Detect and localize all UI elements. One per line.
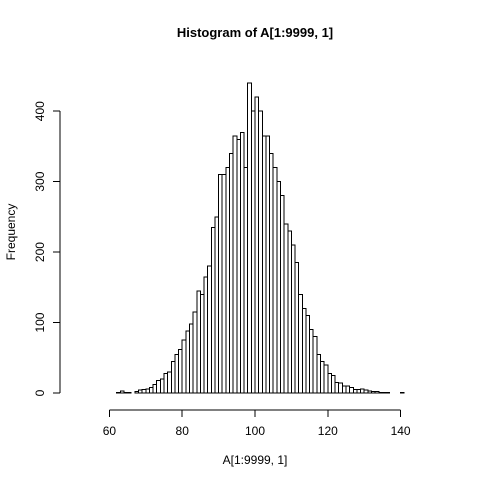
- histogram-bar: [360, 388, 365, 394]
- histogram-bar: [239, 131, 245, 394]
- histogram-bar: [225, 167, 231, 394]
- chart-title: Histogram of A[1:9999, 1]: [177, 25, 333, 40]
- histogram-bar: [203, 276, 209, 394]
- histogram-bar: [145, 388, 150, 394]
- y-axis-label: Frequency: [4, 204, 18, 261]
- histogram-bar: [123, 391, 129, 394]
- histogram-bar: [301, 307, 307, 394]
- histogram-bar: [163, 372, 169, 394]
- histogram-bar: [279, 195, 285, 394]
- histogram-bar: [218, 174, 223, 394]
- histogram-bar: [381, 391, 387, 394]
- histogram-bar: [338, 382, 343, 394]
- histogram-bar: [378, 391, 383, 394]
- histogram-bar: [247, 82, 252, 394]
- histogram-bar: [232, 135, 238, 394]
- histogram-bar: [254, 96, 260, 394]
- histogram-bar: [352, 388, 358, 394]
- histogram-bar: [323, 364, 329, 394]
- histogram-bar: [327, 372, 332, 394]
- histogram-bar: [320, 360, 325, 394]
- histogram-bar: [236, 138, 241, 394]
- histogram-bar: [385, 391, 391, 394]
- histogram-bar: [341, 385, 347, 394]
- histogram-bar: [221, 174, 227, 394]
- x-tick-label: 100: [245, 424, 265, 438]
- histogram-bar: [170, 360, 176, 394]
- histogram-bar: [312, 336, 318, 394]
- x-axis: 60 80 100 120 140: [103, 409, 411, 438]
- y-tick-label: 400: [33, 101, 47, 121]
- histogram-bar: [188, 323, 194, 394]
- histogram-bar: [294, 262, 300, 394]
- histogram-bar: [229, 152, 234, 394]
- histogram-bar: [167, 371, 172, 394]
- histogram-bar: [138, 389, 143, 394]
- histogram-bar: [298, 293, 303, 394]
- y-tick-label: 100: [33, 312, 47, 332]
- histogram-bar: [250, 110, 256, 394]
- histogram-bar: [156, 379, 161, 394]
- x-tick-label: 120: [318, 424, 338, 438]
- histogram-bar: [276, 181, 281, 394]
- histogram-bar: [243, 167, 249, 394]
- histogram-bar: [367, 390, 372, 394]
- histogram-bar: [349, 386, 354, 394]
- histogram-bar: [345, 385, 351, 394]
- histogram-bar: [127, 391, 132, 394]
- y-axis: 0 100 200 300 400: [33, 101, 61, 396]
- histogram-bar: [374, 391, 380, 394]
- y-tick-label: 300: [33, 171, 47, 191]
- histogram-bar: [283, 223, 289, 394]
- histogram-bar: [316, 353, 322, 394]
- histogram-bar: [185, 330, 190, 394]
- x-tick-label: 80: [176, 424, 190, 438]
- histogram-bar: [174, 353, 180, 394]
- histogram-bar: [258, 110, 263, 394]
- histogram-bars: [116, 82, 405, 394]
- histogram-bar: [363, 389, 369, 394]
- histogram-bar: [196, 290, 201, 394]
- histogram-bar: [290, 244, 296, 394]
- histogram-bar: [287, 230, 292, 394]
- x-tick-label: 60: [103, 424, 117, 438]
- histogram-bar: [181, 339, 187, 394]
- histogram-bar: [265, 135, 271, 394]
- histogram-bar: [305, 315, 311, 394]
- histogram-bar: [116, 391, 121, 394]
- histogram-bar: [272, 167, 278, 394]
- histogram-bar: [199, 293, 205, 394]
- histogram-bar: [269, 152, 274, 394]
- histogram-bar: [309, 329, 314, 394]
- histogram-bar: [134, 391, 140, 394]
- histogram-bar: [210, 226, 216, 394]
- histogram-bar: [119, 390, 125, 394]
- histogram-bar: [261, 135, 267, 394]
- histogram-bar: [192, 311, 198, 394]
- y-tick-label: 200: [33, 242, 47, 262]
- histogram-bar: [400, 391, 405, 394]
- x-axis-label: A[1:9999, 1]: [223, 453, 288, 467]
- histogram-bar: [334, 381, 340, 394]
- histogram-bar: [159, 378, 165, 394]
- histogram-bar: [370, 391, 376, 394]
- histogram-bar: [148, 386, 154, 394]
- histogram-bar: [207, 265, 212, 394]
- x-tick-label: 140: [391, 424, 411, 438]
- histogram-bar: [178, 348, 183, 394]
- histogram-bar: [330, 374, 336, 394]
- histogram-bar: [356, 388, 362, 394]
- histogram-bar: [214, 216, 220, 394]
- histogram-bar: [152, 384, 158, 394]
- histogram-bar: [141, 388, 147, 394]
- y-tick-label: 0: [33, 389, 47, 396]
